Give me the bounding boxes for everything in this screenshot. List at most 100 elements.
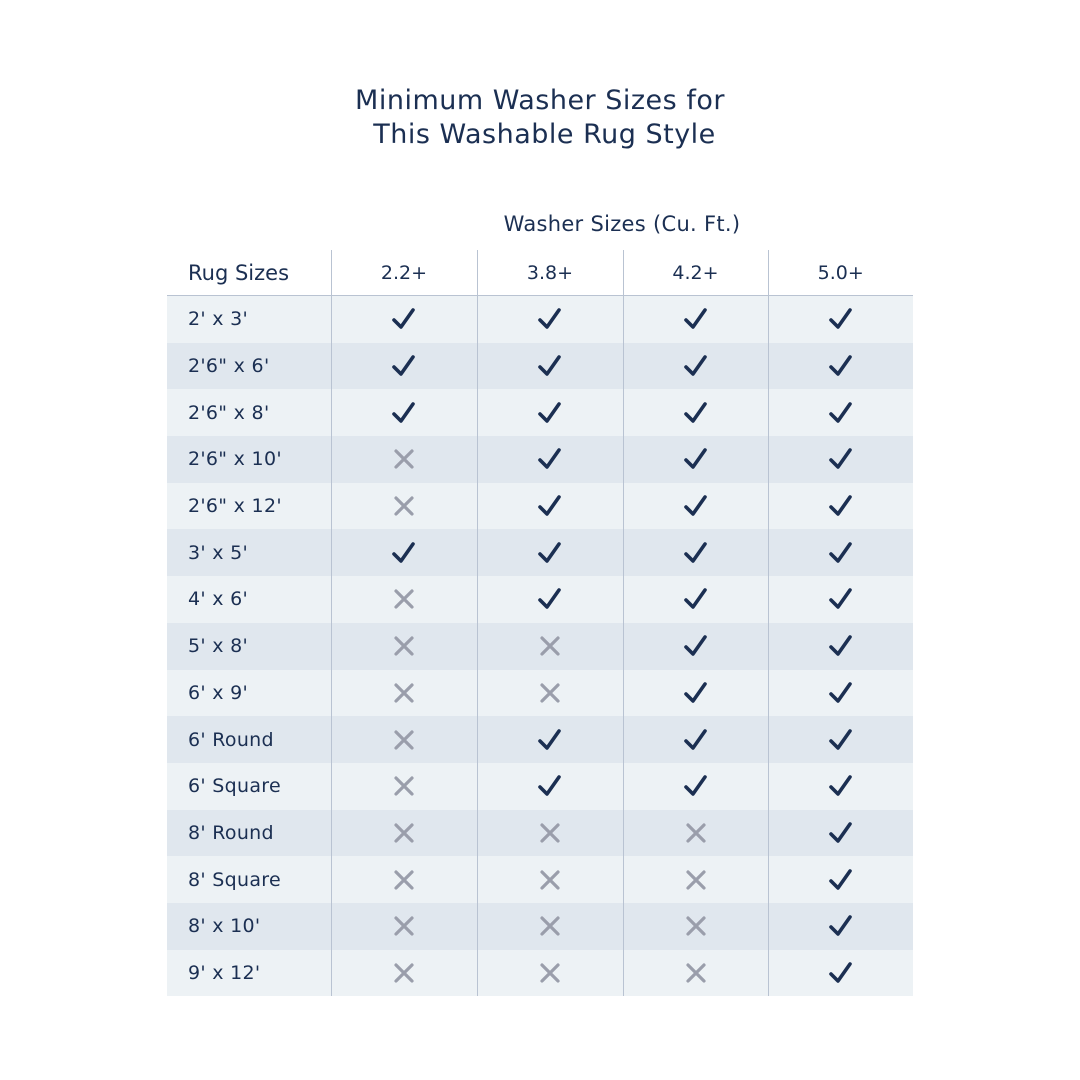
table-row: 2' x 3' bbox=[167, 295, 913, 343]
fit-cell bbox=[330, 529, 477, 577]
check-icon bbox=[828, 401, 852, 423]
rug-size-label: 6' Round bbox=[167, 716, 331, 763]
fit-cell bbox=[330, 436, 477, 483]
check-icon bbox=[683, 401, 707, 423]
fit-cell bbox=[476, 949, 623, 997]
row-header-label: Rug Sizes bbox=[167, 250, 331, 296]
fit-cell bbox=[622, 669, 768, 717]
fit-cell bbox=[767, 762, 913, 810]
x-icon bbox=[394, 823, 414, 843]
column-header: 4.2+ bbox=[622, 250, 768, 296]
table-row: 2'6" x 8' bbox=[167, 389, 913, 437]
check-icon bbox=[683, 682, 707, 703]
check-icon bbox=[828, 541, 852, 563]
fit-cell bbox=[622, 949, 768, 997]
fit-cell bbox=[476, 762, 623, 810]
fit-cell bbox=[330, 482, 477, 530]
fit-cell bbox=[476, 716, 623, 763]
x-icon bbox=[685, 916, 706, 936]
check-icon bbox=[828, 495, 852, 516]
table-row: 5' x 8' bbox=[167, 622, 913, 670]
fit-cell bbox=[330, 342, 477, 390]
x-icon bbox=[394, 916, 414, 936]
fit-cell bbox=[622, 436, 768, 483]
rug-size-label: 4' x 6' bbox=[167, 576, 331, 623]
fit-cell bbox=[767, 295, 913, 343]
fit-cell bbox=[476, 809, 623, 857]
check-icon bbox=[828, 775, 852, 797]
check-icon bbox=[683, 588, 707, 610]
check-icon bbox=[828, 308, 852, 330]
table-row: 9' x 12' bbox=[167, 949, 913, 997]
fit-cell bbox=[767, 856, 913, 903]
fit-cell bbox=[622, 529, 768, 577]
table-row: 8' x 10' bbox=[167, 902, 913, 950]
fit-cell bbox=[330, 809, 477, 857]
fit-cell bbox=[330, 669, 477, 717]
fit-cell bbox=[622, 576, 768, 623]
x-icon bbox=[394, 683, 414, 703]
check-icon bbox=[683, 308, 707, 330]
x-icon bbox=[394, 869, 414, 890]
fit-cell bbox=[476, 622, 623, 670]
check-icon bbox=[538, 495, 561, 516]
check-icon bbox=[683, 635, 707, 656]
fit-cell bbox=[330, 762, 477, 810]
check-icon bbox=[828, 868, 852, 890]
x-icon bbox=[685, 869, 706, 890]
fit-cell bbox=[476, 482, 623, 530]
rug-size-label: 8' Square bbox=[167, 856, 331, 903]
x-icon bbox=[394, 963, 414, 983]
fit-cell bbox=[767, 529, 913, 577]
rug-size-label: 3' x 5' bbox=[167, 529, 331, 577]
fit-cell bbox=[476, 669, 623, 717]
column-header: 2.2+ bbox=[330, 250, 477, 296]
fit-cell bbox=[476, 389, 623, 437]
rug-size-label: 6' x 9' bbox=[167, 669, 331, 717]
fit-cell bbox=[767, 949, 913, 997]
fit-cell bbox=[767, 436, 913, 483]
fit-cell bbox=[622, 342, 768, 390]
rug-size-label: 2'6" x 6' bbox=[167, 342, 331, 390]
table-row: 6' Square bbox=[167, 762, 913, 810]
fit-cell bbox=[767, 669, 913, 717]
column-group-label: Washer Sizes (Cu. Ft.) bbox=[503, 212, 741, 236]
rug-size-label: 9' x 12' bbox=[167, 949, 331, 997]
check-icon bbox=[828, 915, 852, 937]
fit-cell bbox=[330, 295, 477, 343]
fit-cell bbox=[476, 295, 623, 343]
fit-cell bbox=[476, 342, 623, 390]
check-icon bbox=[683, 355, 707, 376]
check-icon bbox=[828, 588, 852, 610]
fit-cell bbox=[476, 436, 623, 483]
table-row: 2'6" x 10' bbox=[167, 436, 913, 483]
table-row: 2'6" x 6' bbox=[167, 342, 913, 390]
fit-cell bbox=[330, 389, 477, 437]
fit-cell bbox=[622, 295, 768, 343]
rug-size-label: 2' x 3' bbox=[167, 295, 331, 343]
x-icon bbox=[540, 683, 560, 703]
check-icon bbox=[683, 775, 707, 797]
x-icon bbox=[540, 823, 560, 843]
rug-size-label: 2'6" x 8' bbox=[167, 389, 331, 437]
fit-cell bbox=[767, 576, 913, 623]
fit-cell bbox=[330, 856, 477, 903]
fit-cell bbox=[622, 902, 768, 950]
x-icon bbox=[540, 963, 560, 983]
fit-cell bbox=[767, 716, 913, 763]
x-icon bbox=[540, 916, 560, 936]
title-line-1: Minimum Washer Sizes for bbox=[355, 85, 725, 116]
fit-cell bbox=[622, 482, 768, 530]
check-icon bbox=[538, 308, 561, 330]
table-row: 2'6" x 12' bbox=[167, 482, 913, 530]
rug-size-label: 8' x 10' bbox=[167, 902, 331, 950]
table-row: 3' x 5' bbox=[167, 529, 913, 577]
check-icon bbox=[828, 728, 852, 750]
fit-cell bbox=[622, 762, 768, 810]
x-icon bbox=[540, 869, 560, 890]
check-icon bbox=[538, 588, 561, 610]
washer-size-table: Rug Sizes 2.2+ 3.8+ 4.2+ 5.0+ 2' x 3' 2'6… bbox=[167, 250, 913, 997]
page-title: Minimum Washer Sizes for This Washable R… bbox=[0, 84, 1080, 152]
fit-cell bbox=[622, 809, 768, 857]
fit-cell bbox=[476, 576, 623, 623]
